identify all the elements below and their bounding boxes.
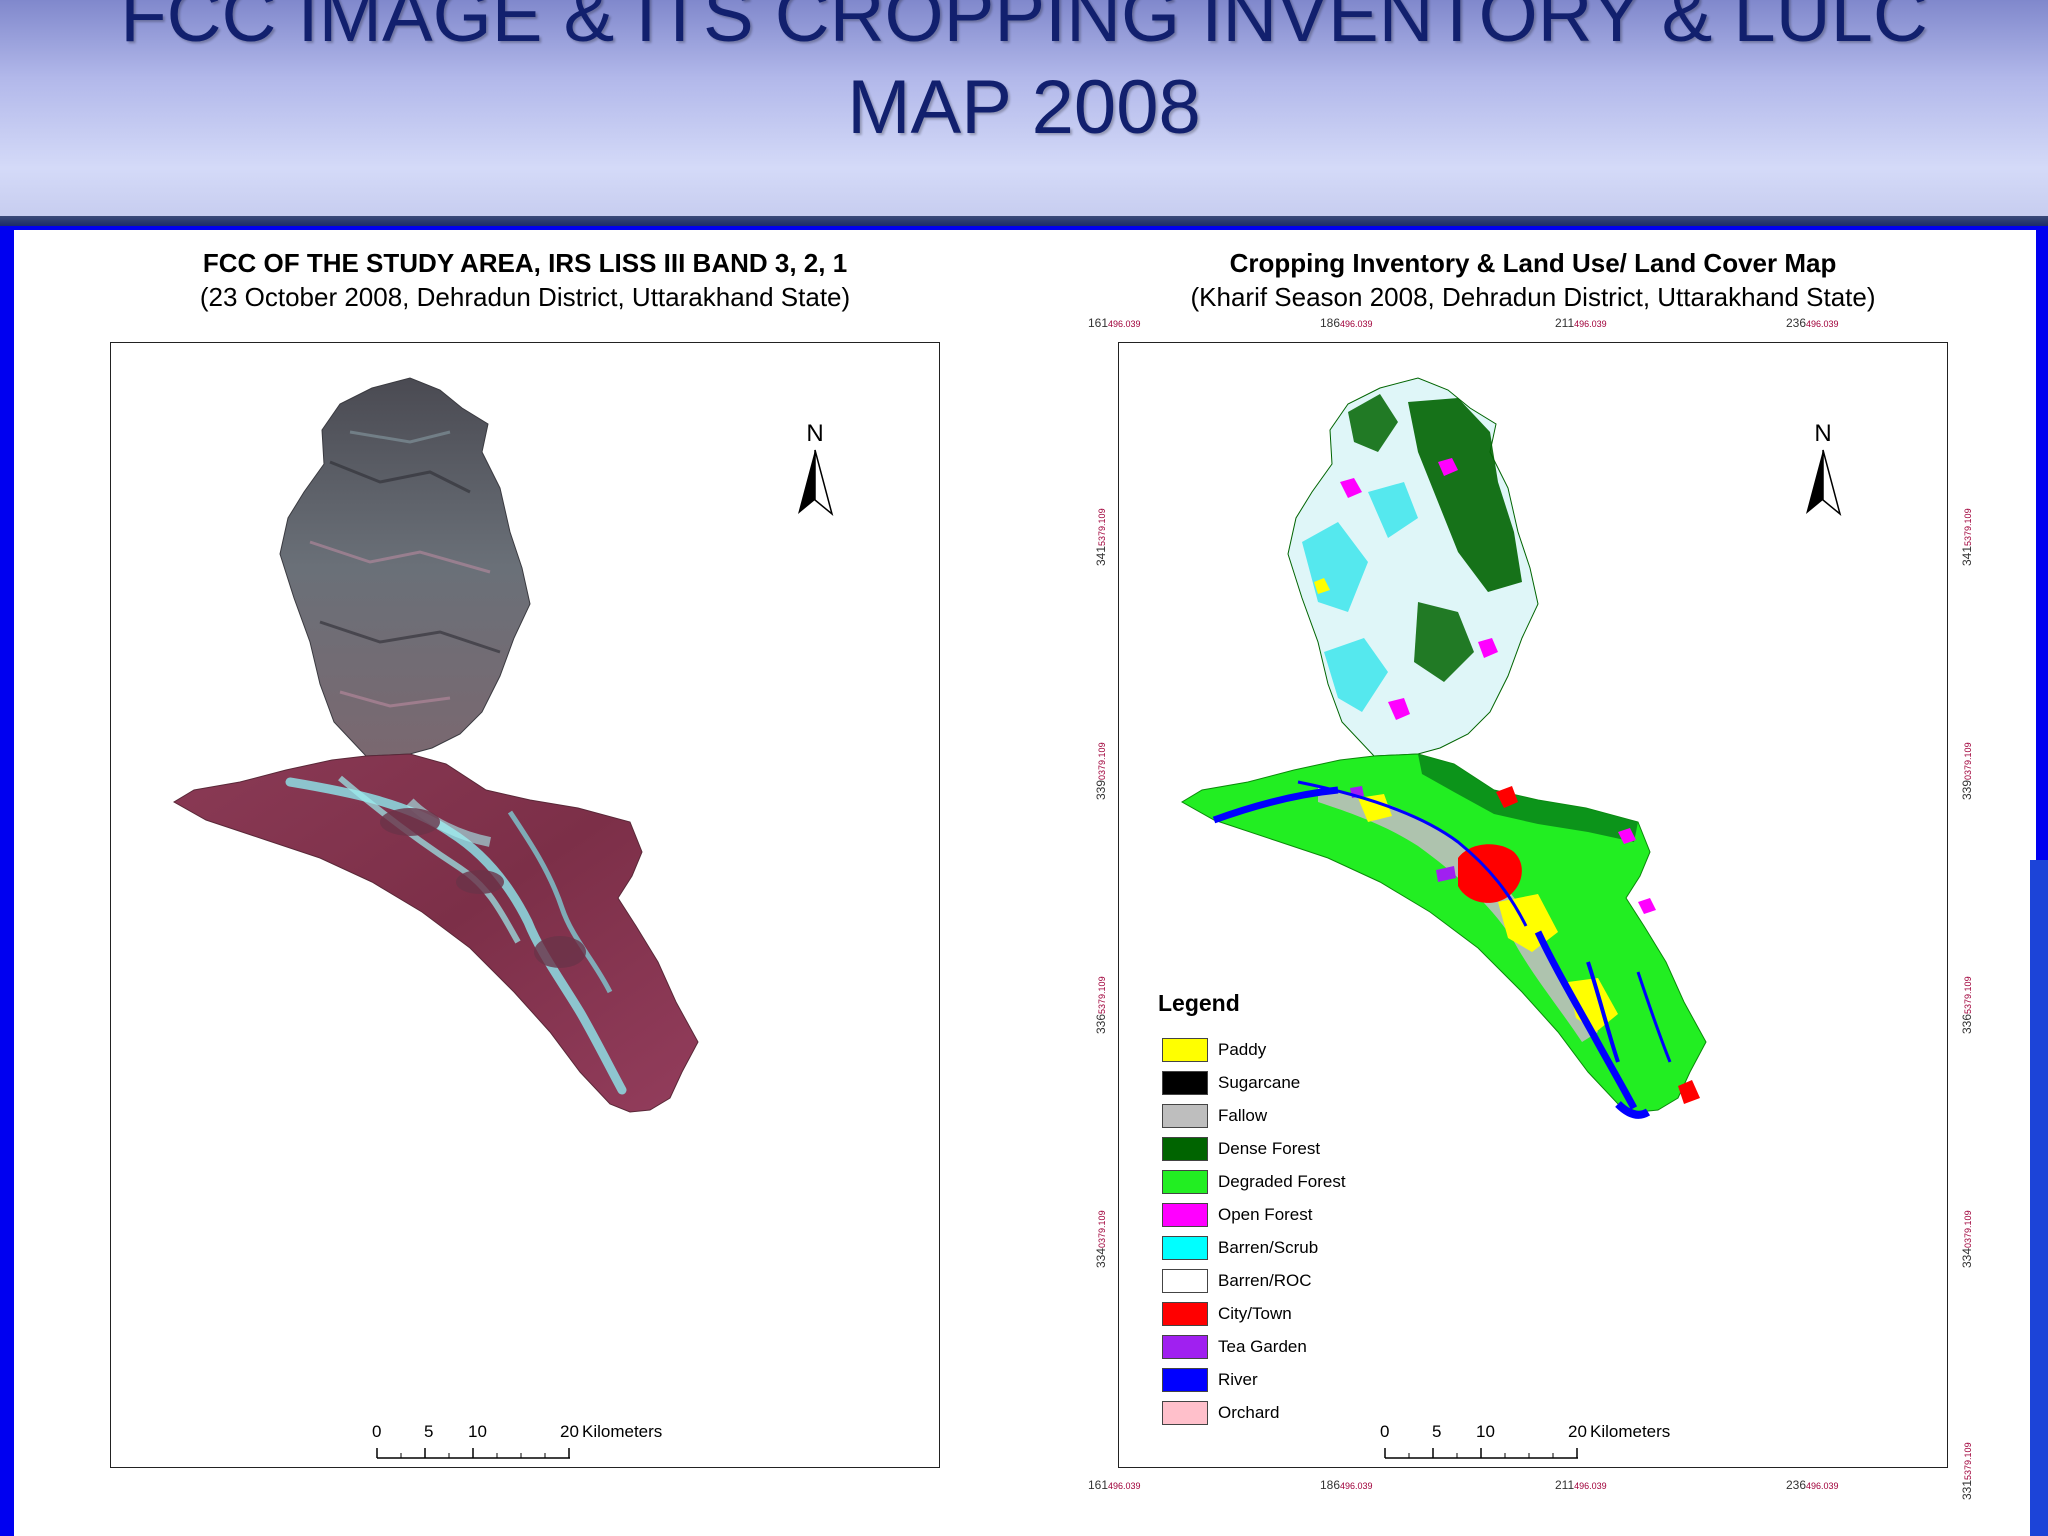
scale-tick-0: 0 (372, 1422, 382, 1441)
scale-tick-20: 20 (560, 1422, 579, 1441)
legend-item-city-town: City/Town (1162, 1302, 1412, 1328)
legend-item-orchard: Orchard (1162, 1401, 1412, 1427)
grid-top-4: 236496.039 (1786, 316, 1839, 330)
scale-tick-10: 10 (1476, 1422, 1495, 1441)
legend-swatch (1162, 1236, 1208, 1260)
slide-title: FCC IMAGE & ITS CROPPING INVENTORY & LUL… (0, 0, 2048, 154)
grid-right-3: 3365379.109 (1960, 976, 1974, 1034)
grid-left-1: 3415379.109 (1094, 508, 1108, 566)
legend-swatch (1162, 1203, 1208, 1227)
north-arrow-icon (798, 449, 834, 517)
legend-swatch (1162, 1269, 1208, 1293)
grid-top-2: 186496.039 (1320, 316, 1373, 330)
grid-left-4: 3340379.109 (1094, 1210, 1108, 1268)
legend-swatch (1162, 1368, 1208, 1392)
grid-bottom-3: 211496.039 (1555, 1478, 1607, 1492)
scale-bar-ruler (1384, 1448, 1578, 1459)
scale-bar-ruler (376, 1448, 570, 1459)
lulc-district-map (1181, 377, 1707, 1119)
slide-header: FCC IMAGE & ITS CROPPING INVENTORY & LUL… (0, 0, 2048, 226)
legend-label: Orchard (1218, 1403, 1280, 1422)
legend-item-paddy: Paddy (1162, 1038, 1412, 1064)
legend-item-degraded-forest: Degraded Forest (1162, 1170, 1412, 1196)
legend-item-open-forest: Open Forest (1162, 1203, 1412, 1229)
legend-swatch (1162, 1335, 1208, 1359)
legend-swatch (1162, 1302, 1208, 1326)
legend-label: Paddy (1218, 1040, 1267, 1059)
legend-swatch (1162, 1071, 1208, 1095)
fcc-north-arrow: N (790, 420, 840, 520)
legend-swatch (1162, 1104, 1208, 1128)
slide-title-line2: MAP 2008 (847, 65, 1201, 150)
north-arrow-icon (1806, 449, 1842, 517)
legend-label: Sugarcane (1218, 1073, 1301, 1092)
grid-left-3: 3365379.109 (1094, 976, 1108, 1034)
right-edge-strip (2030, 860, 2048, 1536)
scale-tick-20: 20 (1568, 1422, 1587, 1441)
lulc-map-title: Cropping Inventory & Land Use/ Land Cove… (1229, 248, 1837, 278)
grid-left-2: 3390379.109 (1094, 742, 1108, 800)
legend-item-sugarcane: Sugarcane (1162, 1071, 1412, 1097)
legend-swatch (1162, 1038, 1208, 1062)
legend-item-river: River (1162, 1368, 1412, 1394)
lulc-scale-bar: 0 5 10 20 Kilometers (1380, 1422, 1704, 1466)
grid-top-1: 161496.039 (1088, 316, 1141, 330)
legend-item-tea-garden: Tea Garden (1162, 1335, 1412, 1361)
legend-item-dense-forest: Dense Forest (1162, 1137, 1412, 1163)
legend-label: Barren/ROC (1218, 1271, 1312, 1290)
legend-label: Fallow (1218, 1106, 1268, 1125)
legend-label: Open Forest (1218, 1205, 1313, 1224)
lulc-north-arrow: N (1798, 420, 1848, 520)
scale-tick-10: 10 (468, 1422, 487, 1441)
grid-right-5: 3315379.109 (1960, 1442, 1974, 1500)
lulc-map-subtitle: (Kharif Season 2008, Dehradun District, … (1190, 282, 1876, 312)
legend-swatch (1162, 1170, 1208, 1194)
scale-unit: Kilometers (582, 1422, 663, 1441)
legend-label: Tea Garden (1218, 1337, 1307, 1356)
legend-label: Dense Forest (1218, 1139, 1321, 1158)
scale-unit: Kilometers (1590, 1422, 1671, 1441)
grid-right-2: 3390379.109 (1960, 742, 1974, 800)
scale-tick-5: 5 (1432, 1422, 1442, 1441)
legend-label: Degraded Forest (1218, 1172, 1346, 1191)
grid-right-1: 3415379.109 (1960, 508, 1974, 566)
legend-swatch (1162, 1137, 1208, 1161)
scale-tick-0: 0 (1380, 1422, 1390, 1441)
slide-title-line1: FCC IMAGE & ITS CROPPING INVENTORY & LUL… (120, 0, 1928, 58)
fcc-map-title: FCC OF THE STUDY AREA, IRS LISS III BAND… (202, 248, 848, 278)
fcc-district-image (173, 377, 699, 1113)
fcc-scale-bar: 0 5 10 20 Kilometers (372, 1422, 696, 1466)
north-arrow-label: N (806, 420, 824, 447)
scale-tick-5: 5 (424, 1422, 434, 1441)
legend-item-barren-roc: Barren/ROC (1162, 1269, 1412, 1295)
legend-item-barren-scrub: Barren/Scrub (1162, 1236, 1412, 1262)
legend-item-fallow: Fallow (1162, 1104, 1412, 1130)
legend-swatch (1162, 1401, 1208, 1425)
fcc-map-subtitle: (23 October 2008, Dehradun District, Utt… (199, 282, 851, 312)
grid-bottom-1: 161496.039 (1088, 1478, 1141, 1492)
header-divider (0, 216, 2048, 226)
grid-top-3: 211496.039 (1555, 316, 1607, 330)
grid-bottom-4: 236496.039 (1786, 1478, 1839, 1492)
grid-bottom-2: 186496.039 (1320, 1478, 1373, 1492)
north-arrow-label: N (1814, 420, 1832, 447)
grid-right-4: 3340379.109 (1960, 1210, 1974, 1268)
legend-label: Barren/Scrub (1218, 1238, 1319, 1257)
legend-title: Legend (1158, 990, 1240, 1016)
legend-label: River (1218, 1370, 1258, 1389)
legend-label: City/Town (1218, 1304, 1292, 1323)
